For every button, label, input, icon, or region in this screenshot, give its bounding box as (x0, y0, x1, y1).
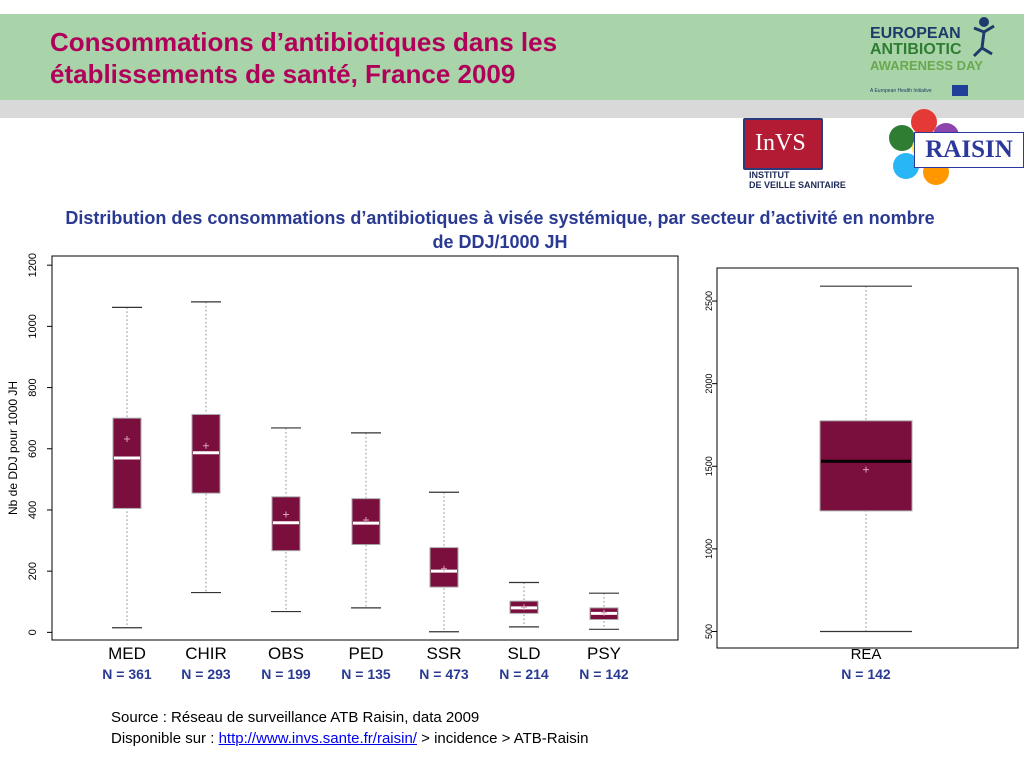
y-tick-label-main: 600 (27, 440, 39, 458)
raisin-logo: RAISIN (884, 108, 1024, 190)
source-line1: Source : Réseau de surveillance ATB Rais… (111, 709, 480, 726)
y-axis-label: Nb de DDJ pour 1000 JH (6, 381, 20, 515)
invs-logo-line2: DE VEILLE SANITAIRE (749, 180, 846, 190)
source-line2-prefix: Disponible sur : (111, 730, 219, 747)
n-label-PED: N = 135 (341, 666, 391, 682)
invs-logo-mark: InVS (755, 130, 806, 156)
y-tick-label-rea: 1500 (704, 456, 714, 476)
mean-marker-REA (863, 466, 869, 473)
mean-marker-MED (124, 435, 130, 442)
eaad-logo-line1: EUROPEAN (870, 25, 961, 42)
n-label-REA: N = 142 (841, 666, 891, 682)
mean-marker-SSR (441, 565, 447, 572)
category-label-REA: REA (851, 646, 882, 663)
y-tick-label-main: 1200 (27, 253, 39, 277)
y-tick-label-main: 200 (27, 562, 39, 580)
n-label-SSR: N = 473 (419, 666, 469, 682)
category-label-SSR: SSR (427, 644, 462, 663)
header-band (0, 14, 1024, 100)
n-label-OBS: N = 199 (261, 666, 311, 682)
slide-title: Consommations d’antibiotiques dans les é… (50, 26, 690, 90)
figure-icon (972, 17, 995, 58)
box-SSR (429, 547, 459, 588)
eaad-logo: EUROPEAN ANTIBIOTIC AWARENESS DAY A Euro… (870, 14, 1015, 100)
eaad-logo-line3: AWARENESS DAY (870, 58, 983, 73)
invs-logo-box: InVS (743, 118, 823, 170)
n-label-PSY: N = 142 (579, 666, 629, 682)
eaad-logo-line2: ANTIBIOTIC (870, 41, 962, 58)
source-line2-suffix: > incidence > ATB-Raisin (416, 730, 589, 747)
header-shadow (0, 100, 1024, 118)
source-link[interactable]: http://www.invs.sante.fr/raisin/ (218, 730, 417, 747)
slide-title-line2: établissements de santé, France 2009 (50, 59, 516, 89)
category-label-PSY: PSY (587, 644, 621, 663)
mean-marker-OBS (283, 511, 289, 518)
y-tick-label-rea: 2500 (704, 291, 714, 311)
eu-flag-icon (952, 85, 968, 96)
n-label-MED: N = 361 (102, 666, 152, 682)
y-tick-label-rea: 500 (704, 624, 714, 639)
invs-logo: InVS INSTITUT DE VEILLE SANITAIRE (740, 118, 860, 190)
n-label-CHIR: N = 293 (181, 666, 231, 682)
slide-title-line1: Consommations d’antibiotiques dans les (50, 27, 558, 57)
y-tick-label-main: 800 (27, 378, 39, 396)
n-label-SLD: N = 214 (499, 666, 549, 682)
category-label-CHIR: CHIR (185, 644, 227, 663)
chart-title: Distribution des consommations d’antibio… (65, 208, 935, 252)
box-MED (112, 417, 142, 509)
box-REA (819, 420, 913, 512)
invs-logo-line1: INSTITUT (749, 170, 790, 180)
source-note: Source : Réseau de surveillance ATB Rais… (111, 707, 588, 749)
boxplot-chart: 0 200 400 600 800 1000 1200 MED N = 361 CHIR N = 2… (6, 253, 1019, 682)
mean-marker-PSY (601, 609, 607, 616)
source-line2: Disponible sur : http://www.invs.sante.f… (111, 728, 588, 749)
mean-marker-CHIR (203, 442, 209, 449)
category-label-PED: PED (349, 644, 384, 663)
y-tick-label-rea: 2000 (704, 374, 714, 394)
y-tick-label-main: 400 (27, 501, 39, 519)
category-label-SLD: SLD (507, 644, 540, 663)
y-tick-label-main: 1000 (27, 314, 39, 338)
y-tick-label-main: 0 (27, 629, 39, 635)
mean-marker-PED (363, 517, 369, 524)
category-label-MED: MED (108, 644, 146, 663)
y-tick-label-rea: 1000 (704, 539, 714, 559)
category-label-OBS: OBS (268, 644, 304, 663)
plot-frame-main (51, 255, 679, 641)
mean-marker-SLD (521, 604, 527, 611)
eaad-logo-sub: A European Health Initiative (870, 88, 932, 94)
